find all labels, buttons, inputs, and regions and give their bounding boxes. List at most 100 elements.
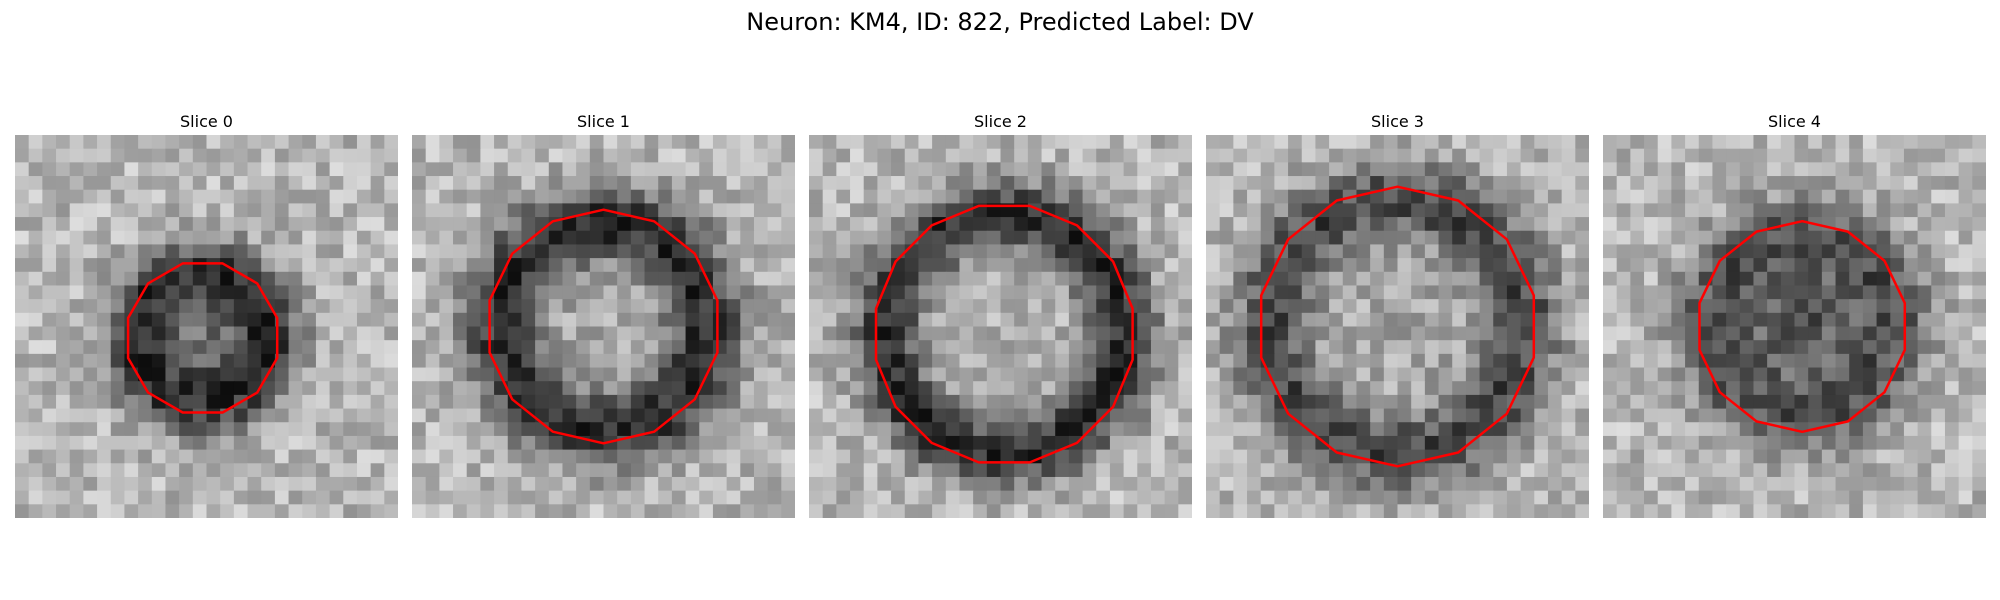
image-pixel xyxy=(836,203,851,218)
image-pixel xyxy=(1014,463,1029,478)
image-pixel xyxy=(617,353,632,369)
image-pixel xyxy=(1958,408,1973,423)
image-pixel xyxy=(220,490,235,505)
image-pixel xyxy=(1657,162,1672,177)
image-pixel xyxy=(1849,504,1864,518)
image-pixel xyxy=(1150,490,1166,505)
image-pixel xyxy=(42,271,57,287)
image-pixel xyxy=(192,326,208,341)
image-pixel xyxy=(535,189,550,204)
image-pixel xyxy=(192,162,208,177)
image-pixel xyxy=(83,408,98,423)
image-pixel xyxy=(1274,326,1289,341)
image-pixel xyxy=(535,367,550,382)
image-pixel xyxy=(1178,463,1192,478)
image-pixel xyxy=(1547,244,1563,259)
image-pixel xyxy=(1342,312,1358,328)
image-pixel xyxy=(740,394,755,410)
image-pixel xyxy=(1616,435,1631,451)
image-pixel xyxy=(1150,476,1166,492)
image-pixel xyxy=(97,435,112,451)
image-pixel xyxy=(1370,340,1385,355)
image-pixel xyxy=(124,271,139,287)
image-pixel xyxy=(521,189,536,204)
image-pixel xyxy=(233,203,249,218)
image-pixel xyxy=(288,312,303,328)
image-pixel xyxy=(1014,381,1029,396)
image-pixel xyxy=(535,258,550,273)
image-pixel xyxy=(685,230,700,246)
image-pixel xyxy=(1055,381,1070,396)
image-pixel xyxy=(1109,189,1125,204)
image-pixel xyxy=(370,476,385,492)
image-pixel xyxy=(1356,203,1371,218)
image-pixel xyxy=(918,353,933,369)
image-pixel xyxy=(863,299,878,314)
image-pixel xyxy=(1438,271,1453,287)
image-pixel xyxy=(370,449,385,464)
image-pixel xyxy=(83,203,98,218)
image-pixel xyxy=(535,449,550,464)
image-pixel xyxy=(1506,135,1522,150)
image-pixel xyxy=(370,367,385,382)
image-pixel xyxy=(959,312,974,328)
image-pixel xyxy=(151,244,167,259)
image-pixel xyxy=(644,463,659,478)
image-pixel xyxy=(1452,299,1467,314)
image-pixel xyxy=(1027,463,1043,478)
image-pixel xyxy=(1753,244,1768,259)
image-pixel xyxy=(1821,203,1837,218)
image-pixel xyxy=(1671,449,1686,464)
image-pixel xyxy=(1301,476,1317,492)
image-pixel xyxy=(671,326,687,341)
image-pixel xyxy=(1835,353,1850,369)
image-pixel xyxy=(412,217,427,232)
image-pixel xyxy=(1424,408,1440,423)
image-pixel xyxy=(356,244,372,259)
image-pixel xyxy=(1685,381,1700,396)
image-pixel xyxy=(165,244,180,259)
image-pixel xyxy=(1561,504,1576,518)
image-pixel xyxy=(1849,353,1864,369)
image-pixel xyxy=(1561,244,1576,259)
image-pixel xyxy=(1137,271,1152,287)
image-pixel xyxy=(1014,271,1029,287)
image-pixel xyxy=(466,285,481,300)
image-pixel xyxy=(439,504,454,518)
image-pixel xyxy=(548,463,564,478)
image-pixel xyxy=(233,504,249,518)
image-pixel xyxy=(1068,476,1084,492)
image-pixel xyxy=(1644,353,1659,369)
image-pixel xyxy=(1657,435,1672,451)
image-pixel xyxy=(1739,340,1755,355)
image-pixel xyxy=(1821,435,1837,451)
image-pixel xyxy=(1027,353,1043,369)
image-pixel xyxy=(1370,285,1385,300)
image-pixel xyxy=(1561,299,1576,314)
image-pixel xyxy=(959,135,974,150)
image-pixel xyxy=(671,148,687,163)
image-pixel xyxy=(781,381,795,396)
image-pixel xyxy=(1301,176,1317,191)
image-pixel xyxy=(1082,176,1097,191)
image-pixel xyxy=(521,422,536,437)
image-pixel xyxy=(480,148,495,163)
image-pixel xyxy=(1370,135,1385,150)
image-pixel xyxy=(1712,135,1727,150)
image-pixel xyxy=(781,476,795,492)
image-pixel xyxy=(1712,189,1727,204)
image-pixel xyxy=(945,408,961,423)
image-pixel xyxy=(1739,353,1755,369)
image-pixel xyxy=(412,326,427,341)
image-pixel xyxy=(1465,394,1481,410)
image-pixel xyxy=(877,148,892,163)
image-pixel xyxy=(1698,394,1714,410)
image-pixel xyxy=(1233,176,1248,191)
image-pixel xyxy=(1767,162,1782,177)
image-pixel xyxy=(1726,381,1741,396)
image-pixel xyxy=(1260,312,1275,328)
image-pixel xyxy=(1972,312,1986,328)
image-pixel xyxy=(1479,394,1494,410)
image-pixel xyxy=(1123,463,1138,478)
image-pixel xyxy=(274,340,290,355)
